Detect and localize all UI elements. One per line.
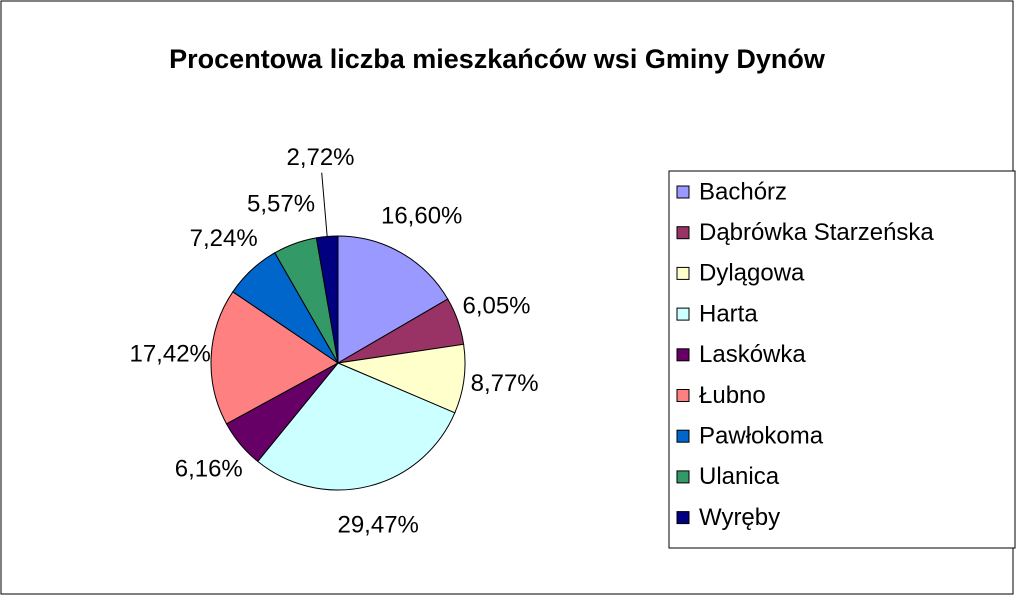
legend-label: Harta [699, 300, 758, 327]
legend-label: Laskówka [699, 341, 806, 368]
legend-swatch [676, 307, 690, 321]
legend-label: Łubno [699, 382, 766, 409]
data-label: 6,16% [175, 456, 243, 483]
legend-label: Pawłokoma [699, 423, 824, 450]
pie-slice [257, 362, 456, 491]
leader-line [321, 172, 328, 237]
legend-label: Dąbrówka Starzeńska [699, 219, 934, 246]
legend-swatch [676, 389, 690, 402]
data-label: 6,05% [462, 293, 530, 320]
data-label: 5,57% [247, 190, 315, 217]
legend-swatch [676, 185, 690, 199]
pie-slice [210, 291, 339, 425]
data-label: 29,47% [337, 511, 418, 538]
data-label: 2,72% [286, 144, 354, 171]
legend-swatch [676, 226, 690, 240]
legend-label: Dylągowa [699, 260, 805, 287]
legend-label: Ulanica [699, 463, 780, 490]
chart-title: Procentowa liczba mieszkańców wsi Gminy … [169, 44, 825, 74]
data-label: 7,24% [190, 225, 258, 252]
legend-label: Wyręby [699, 504, 780, 531]
data-label: 17,42% [129, 340, 210, 367]
legend-swatch [676, 470, 690, 484]
legend-label: Bachórz [699, 178, 787, 205]
legend-swatch [676, 348, 690, 362]
legend-swatch [676, 266, 690, 280]
legend-swatch [676, 429, 690, 443]
pie-slice [337, 235, 449, 364]
data-label: 8,77% [471, 370, 539, 397]
legend-swatch [676, 511, 690, 525]
legend-box [668, 170, 1016, 549]
data-label: 16,60% [381, 203, 462, 230]
